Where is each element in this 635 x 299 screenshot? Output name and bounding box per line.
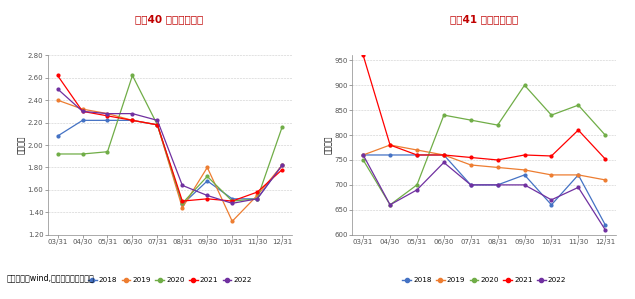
Legend: 2018, 2019, 2020, 2021, 2022: 2018, 2019, 2020, 2021, 2022	[85, 274, 255, 286]
Text: 数据来源：wind,东兴期货投资咨询部: 数据来源：wind,东兴期货投资咨询部	[6, 274, 94, 283]
Text: 图表41 电冰箱产销量: 图表41 电冰箱产销量	[450, 14, 518, 25]
Y-axis label: （万台）: （万台）	[17, 136, 26, 154]
Text: 图表40 家用空调产量: 图表40 家用空调产量	[135, 14, 204, 25]
Legend: 2018, 2019, 2020, 2021, 2022: 2018, 2019, 2020, 2021, 2022	[399, 274, 569, 286]
Y-axis label: （万台）: （万台）	[324, 136, 333, 154]
